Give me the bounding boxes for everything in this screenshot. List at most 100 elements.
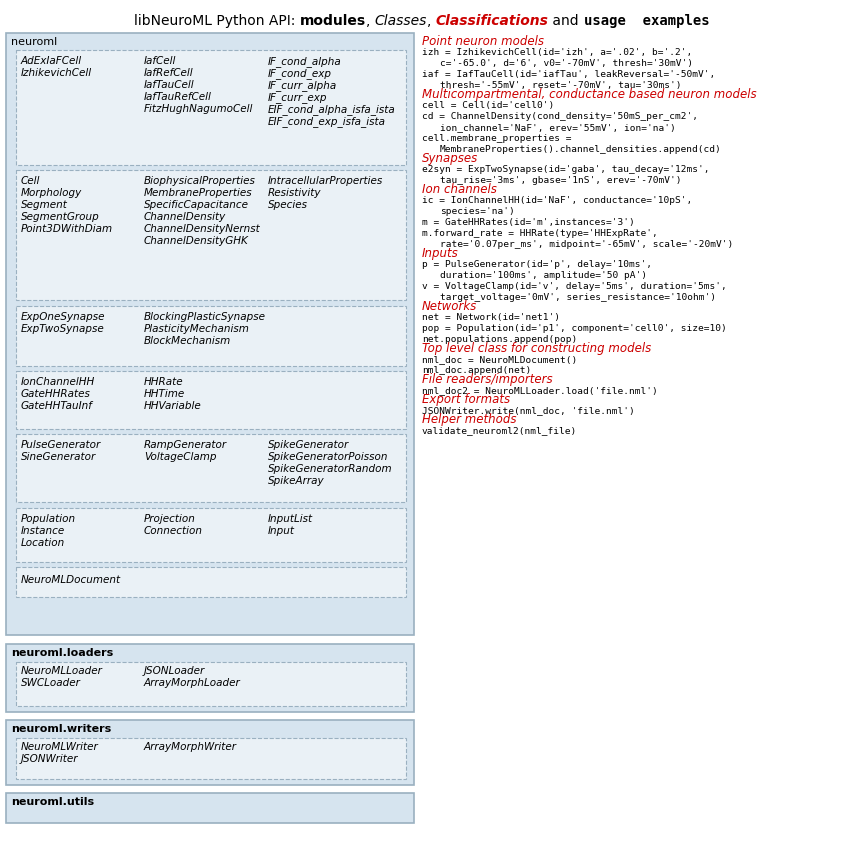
- Text: BlockMechanism: BlockMechanism: [144, 336, 231, 346]
- Text: JSONWriter.write(nml_doc, 'file.nml'): JSONWriter.write(nml_doc, 'file.nml'): [422, 406, 635, 415]
- Text: ic = IonChannelHH(id='NaF', conductance='10pS',: ic = IonChannelHH(id='NaF', conductance=…: [422, 196, 692, 205]
- Text: SpikeArray: SpikeArray: [268, 476, 325, 486]
- Text: IF_cond_alpha: IF_cond_alpha: [268, 56, 341, 67]
- Text: rate='0.07per_ms', midpoint='-65mV', scale='-20mV'): rate='0.07per_ms', midpoint='-65mV', sca…: [440, 240, 733, 249]
- Text: neuroml: neuroml: [11, 37, 57, 47]
- Text: ArrayMorphWriter: ArrayMorphWriter: [144, 742, 237, 752]
- Text: Classes: Classes: [374, 14, 427, 28]
- Text: tau_rise='3ms', gbase='1nS', erev='-70mV'): tau_rise='3ms', gbase='1nS', erev='-70mV…: [440, 176, 681, 185]
- Text: MembraneProperties().channel_densities.append(cd): MembraneProperties().channel_densities.a…: [440, 145, 722, 154]
- Text: cell = Cell(id='cell0'): cell = Cell(id='cell0'): [422, 101, 554, 110]
- Text: BlockingPlasticSynapse: BlockingPlasticSynapse: [144, 312, 266, 322]
- Text: IzhikevichCell: IzhikevichCell: [21, 68, 92, 78]
- Text: neuroml.utils: neuroml.utils: [11, 797, 94, 807]
- Text: Population: Population: [21, 514, 76, 524]
- Text: thresh='-55mV', reset='-70mV', tau='30ms'): thresh='-55mV', reset='-70mV', tau='30ms…: [440, 81, 681, 90]
- Text: File readers/importers: File readers/importers: [422, 373, 553, 386]
- Text: cell.membrane_properties =: cell.membrane_properties =: [422, 134, 572, 143]
- Bar: [16, 50, 406, 165]
- Text: Point neuron models: Point neuron models: [422, 35, 544, 48]
- Text: usage  examples: usage examples: [583, 14, 709, 28]
- Text: target_voltage='0mV', series_resistance='10ohm'): target_voltage='0mV', series_resistance=…: [440, 293, 716, 302]
- Text: m = GateHHRates(id='m',instances='3'): m = GateHHRates(id='m',instances='3'): [422, 218, 635, 227]
- Text: VoltageClamp: VoltageClamp: [144, 452, 217, 462]
- Text: Projection: Projection: [144, 514, 196, 524]
- Text: IF_curr_alpha: IF_curr_alpha: [268, 80, 337, 91]
- Text: c='-65.0', d='6', v0='-70mV', thresh='30mV'): c='-65.0', d='6', v0='-70mV', thresh='30…: [440, 59, 693, 68]
- Text: Ion channels: Ion channels: [422, 183, 497, 196]
- Bar: [16, 434, 406, 502]
- Text: GateHHRates: GateHHRates: [21, 389, 91, 399]
- Text: IafTauCell: IafTauCell: [144, 80, 195, 90]
- Text: nml_doc.append(net): nml_doc.append(net): [422, 366, 531, 375]
- Text: Inputs: Inputs: [422, 247, 459, 260]
- Text: Classifications: Classifications: [436, 14, 549, 28]
- Text: Segment: Segment: [21, 200, 68, 210]
- Text: Resistivity: Resistivity: [268, 188, 321, 198]
- Text: Networks: Networks: [422, 300, 477, 313]
- Text: ChannelDensityGHK: ChannelDensityGHK: [144, 236, 249, 246]
- Text: SpikeGeneratorRandom: SpikeGeneratorRandom: [268, 464, 393, 474]
- Text: Top level class for constructing models: Top level class for constructing models: [422, 342, 652, 355]
- Text: Morphology: Morphology: [21, 188, 83, 198]
- Text: Connection: Connection: [144, 526, 203, 536]
- Text: cd = ChannelDensity(cond_density='50mS_per_cm2',: cd = ChannelDensity(cond_density='50mS_p…: [422, 112, 698, 121]
- Text: BiophysicalProperties: BiophysicalProperties: [144, 176, 256, 186]
- Text: PulseGenerator: PulseGenerator: [21, 440, 101, 450]
- Text: net = Network(id='net1'): net = Network(id='net1'): [422, 313, 560, 322]
- Text: ,: ,: [366, 14, 374, 28]
- Text: IF_cond_exp: IF_cond_exp: [268, 68, 332, 79]
- Text: e2syn = ExpTwoSynapse(id='gaba', tau_decay='12ms',: e2syn = ExpTwoSynapse(id='gaba', tau_dec…: [422, 165, 710, 174]
- Text: HHRate: HHRate: [144, 377, 184, 387]
- Bar: [6, 720, 414, 785]
- Text: IafTauRefCell: IafTauRefCell: [144, 92, 212, 102]
- Bar: [16, 662, 406, 706]
- Text: Multicompartmental, conductance based neuron models: Multicompartmental, conductance based ne…: [422, 88, 757, 101]
- Text: EIF_cond_alpha_isfa_ista: EIF_cond_alpha_isfa_ista: [268, 104, 395, 115]
- Text: SpikeGeneratorPoisson: SpikeGeneratorPoisson: [268, 452, 389, 462]
- Bar: [6, 793, 414, 823]
- Text: iaf = IafTauCell(id='iafTau', leakReversal='-50mV',: iaf = IafTauCell(id='iafTau', leakRevers…: [422, 70, 715, 79]
- Text: Location: Location: [21, 538, 65, 548]
- Text: FitzHughNagumoCell: FitzHughNagumoCell: [144, 104, 254, 114]
- Text: neuroml.loaders: neuroml.loaders: [11, 648, 113, 658]
- Text: Export formats: Export formats: [422, 393, 510, 406]
- Text: ,: ,: [427, 14, 436, 28]
- Text: Synapses: Synapses: [422, 152, 478, 165]
- Bar: [16, 371, 406, 429]
- Text: GateHHTauInf: GateHHTauInf: [21, 401, 93, 411]
- Bar: [16, 508, 406, 562]
- Text: p = PulseGenerator(id='p', delay='10ms',: p = PulseGenerator(id='p', delay='10ms',: [422, 260, 652, 269]
- Text: ChannelDensity: ChannelDensity: [144, 212, 226, 222]
- Text: EIF_cond_exp_isfa_ista: EIF_cond_exp_isfa_ista: [268, 116, 386, 127]
- Text: modules: modules: [299, 14, 366, 28]
- Text: ExpTwoSynapse: ExpTwoSynapse: [21, 324, 105, 334]
- Text: ArrayMorphLoader: ArrayMorphLoader: [144, 678, 241, 688]
- Bar: [6, 644, 414, 712]
- Text: nml_doc = NeuroMLDocument(): nml_doc = NeuroMLDocument(): [422, 355, 577, 364]
- Text: m.forward_rate = HHRate(type='HHExpRate',: m.forward_rate = HHRate(type='HHExpRate'…: [422, 229, 658, 238]
- Text: Point3DWithDiam: Point3DWithDiam: [21, 224, 113, 234]
- Text: and: and: [549, 14, 583, 28]
- Text: SpecificCapacitance: SpecificCapacitance: [144, 200, 249, 210]
- Text: ChannelDensityNernst: ChannelDensityNernst: [144, 224, 260, 234]
- Text: SpikeGenerator: SpikeGenerator: [268, 440, 349, 450]
- Bar: [16, 170, 406, 300]
- Text: Species: Species: [268, 200, 308, 210]
- Text: Instance: Instance: [21, 526, 65, 536]
- Text: Cell: Cell: [21, 176, 40, 186]
- Text: duration='100ms', amplitude='50 pA'): duration='100ms', amplitude='50 pA'): [440, 271, 647, 280]
- Text: Helper methods: Helper methods: [422, 413, 517, 426]
- Text: IonChannelHH: IonChannelHH: [21, 377, 95, 387]
- Text: IF_curr_exp: IF_curr_exp: [268, 92, 327, 103]
- Text: JSONWriter: JSONWriter: [21, 754, 78, 764]
- Text: izh = IzhikevichCell(id='izh', a='.02', b='.2',: izh = IzhikevichCell(id='izh', a='.02', …: [422, 48, 692, 57]
- Text: net.populations.append(pop): net.populations.append(pop): [422, 335, 577, 344]
- Bar: [16, 738, 406, 779]
- Text: neuroml.writers: neuroml.writers: [11, 724, 111, 734]
- Text: PlasticityMechanism: PlasticityMechanism: [144, 324, 250, 334]
- Text: HHTime: HHTime: [144, 389, 185, 399]
- Text: RampGenerator: RampGenerator: [144, 440, 227, 450]
- Text: pop = Population(id='p1', component='cell0', size=10): pop = Population(id='p1', component='cel…: [422, 324, 727, 333]
- Text: validate_neuroml2(nml_file): validate_neuroml2(nml_file): [422, 426, 577, 435]
